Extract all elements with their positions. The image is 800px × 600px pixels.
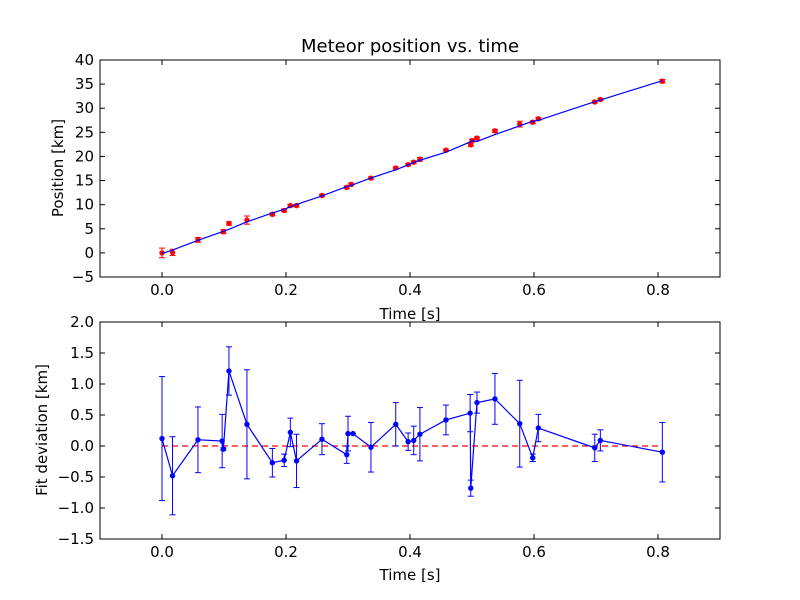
position-x-tick-label: 0.6 — [522, 281, 546, 299]
position-data-point — [468, 142, 474, 148]
deviation-data-point — [368, 444, 374, 450]
deviation-data-point — [597, 437, 604, 444]
position-y-tick-label: 5 — [84, 220, 94, 238]
deviation-data-point — [159, 435, 165, 442]
deviation-data-point — [219, 438, 225, 444]
deviation-data-point — [592, 445, 598, 451]
position-x-tick-label: 0.4 — [398, 281, 422, 299]
deviation-y-tick-label: 2.0 — [70, 313, 94, 331]
deviation-data-point — [393, 421, 399, 427]
deviation-plot-area — [159, 346, 666, 516]
deviation-y-tick-label: −0.5 — [58, 468, 94, 486]
position-chart: Meteor position vs. time 0.0 0.2 0.4 0.6 0.8… — [49, 36, 721, 323]
deviation-data-point — [344, 451, 350, 458]
deviation-data-point — [345, 430, 351, 437]
deviation-axes-frame — [99, 321, 721, 540]
deviation-data-point — [468, 485, 474, 491]
deviation-data-point — [319, 436, 325, 442]
position-y-tick-label: 40 — [75, 51, 94, 69]
position-y-tick-label: 0 — [84, 244, 94, 262]
deviation-x-tick-label: 0.8 — [646, 543, 670, 561]
position-x-axis-label: Time [s] — [379, 305, 441, 323]
position-fit-line — [161, 80, 663, 255]
deviation-data-point — [244, 421, 250, 427]
deviation-y-tick-label: 1.0 — [70, 375, 94, 393]
position-y-tick-label: −5 — [72, 268, 94, 286]
position-y-tick-label: 20 — [75, 147, 94, 165]
deviation-data-point — [467, 410, 473, 416]
deviation-data-point — [195, 437, 201, 443]
deviation-data-point — [417, 431, 423, 437]
deviation-deviation-line — [161, 370, 663, 489]
deviation-y-tick-label: −1.5 — [58, 530, 94, 548]
deviation-data-point — [293, 458, 300, 464]
deviation-data-point — [474, 399, 480, 406]
deviation-data-point — [281, 457, 287, 463]
deviation-data-point — [443, 417, 449, 423]
position-chart-title: Meteor position vs. time — [301, 36, 519, 57]
position-x-tick-label: 0.8 — [646, 281, 670, 299]
position-y-tick-label: 35 — [75, 75, 94, 93]
deviation-x-tick-label: 0.2 — [274, 543, 298, 561]
position-data-point — [226, 220, 232, 227]
deviation-data-point — [492, 396, 498, 402]
position-axes-frame — [99, 59, 721, 278]
position-y-tick-label: 25 — [75, 123, 94, 141]
position-data-point — [492, 128, 498, 134]
deviation-data-point — [517, 420, 523, 427]
deviation-y-tick-label: 0.5 — [70, 406, 94, 424]
deviation-x-tick-label: 0.4 — [398, 543, 422, 561]
position-y-tick-label: 15 — [75, 172, 94, 190]
position-y-axis-label: Position [km] — [49, 119, 67, 217]
position-x-tick-label: 0.2 — [274, 281, 298, 299]
deviation-data-point — [226, 368, 232, 374]
deviation-data-point — [220, 446, 227, 452]
deviation-x-tick-label: 0.0 — [150, 543, 174, 561]
deviation-data-point — [659, 449, 666, 455]
deviation-data-point — [405, 438, 411, 445]
position-x-tick-label: 0.0 — [150, 281, 174, 299]
deviation-y-tick-label: 1.5 — [70, 344, 94, 362]
position-plot-area — [159, 78, 666, 259]
deviation-x-axis-label: Time [s] — [379, 566, 441, 584]
deviation-data-point — [269, 460, 276, 466]
deviation-data-point — [535, 425, 542, 431]
deviation-y-tick-label: 0.0 — [70, 437, 94, 455]
deviation-ticks: 0.0 0.2 0.4 0.6 0.8 −1.5 −1.0 −0.5 0.0 0.5 1.0 1.5 2… — [58, 313, 720, 561]
deviation-data-point — [350, 430, 356, 437]
position-data-point — [474, 135, 480, 141]
deviation-x-tick-label: 0.6 — [522, 543, 546, 561]
deviation-y-axis-label: Fit deviation [km] — [33, 364, 51, 496]
deviation-y-tick-label: −1.0 — [58, 499, 94, 517]
position-ticks: 0.0 0.2 0.4 0.6 0.8 −5 0 5 10 15 20 25 30 35 40 — [72, 51, 720, 299]
deviation-data-point — [530, 455, 536, 461]
deviation-chart: 0.0 0.2 0.4 0.6 0.8 −1.5 −1.0 −0.5 0.0 0.5 1.0 1.5 2… — [33, 313, 721, 584]
position-y-tick-label: 10 — [75, 196, 94, 214]
deviation-data-point — [287, 429, 294, 436]
deviation-data-point — [169, 473, 176, 479]
deviation-data-point — [411, 437, 417, 444]
position-y-tick-label: 30 — [75, 99, 94, 117]
